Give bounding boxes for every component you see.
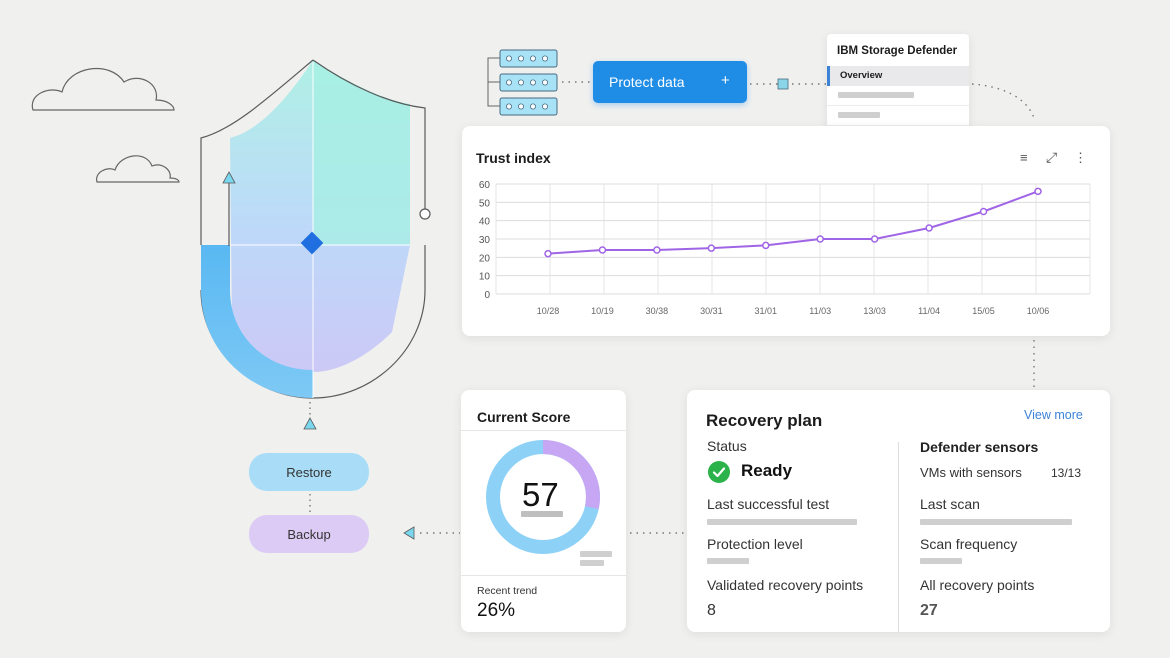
menu-item[interactable] bbox=[827, 106, 969, 126]
vms-sensors-label: VMs with sensors bbox=[920, 465, 1022, 480]
x-tick-label: 30/31 bbox=[700, 306, 723, 316]
node-square-icon bbox=[777, 78, 789, 90]
last-test-label: Last successful test bbox=[707, 496, 830, 512]
arrow-up-icon bbox=[303, 417, 317, 430]
y-tick-label: 60 bbox=[479, 180, 491, 191]
defender-sensors-title: Defender sensors bbox=[920, 439, 1039, 455]
y-tick-label: 40 bbox=[479, 217, 491, 228]
all-points-value: 27 bbox=[920, 602, 938, 619]
x-tick-label: 11/04 bbox=[918, 306, 940, 316]
y-tick-label: 20 bbox=[479, 253, 491, 264]
current-score-card: Current Score 57 Recent trend 26% bbox=[461, 390, 626, 632]
y-tick-label: 30 bbox=[479, 235, 491, 246]
x-tick-label: 11/03 bbox=[809, 306, 831, 316]
recovery-plan-title: Recovery plan bbox=[706, 411, 823, 430]
trust-index-card: Trust index ≡ ⤢ ⋮ 0 10 20 30 40 50 60 10/28 10/1… bbox=[462, 126, 1110, 336]
backup-button[interactable]: Backup bbox=[249, 515, 369, 553]
list-icon[interactable]: ≡ bbox=[1020, 150, 1028, 165]
recent-trend-value: 26% bbox=[477, 600, 516, 621]
protection-level-label: Protection level bbox=[707, 536, 803, 552]
product-title: IBM Storage Defender bbox=[837, 45, 958, 57]
data-point bbox=[707, 244, 716, 252]
status-value: Ready bbox=[741, 461, 793, 480]
x-tick-label: 15/05 bbox=[972, 306, 995, 316]
trust-index-chart: 0 10 20 30 40 50 60 10/28 10/19 30/38 30/31 31/01 11… bbox=[479, 180, 1091, 316]
x-tick-label: 30/38 bbox=[646, 306, 669, 316]
data-point bbox=[816, 235, 824, 243]
last-scan-label: Last scan bbox=[920, 496, 980, 512]
current-score-title: Current Score bbox=[477, 409, 571, 425]
arrow-up-icon bbox=[222, 171, 236, 184]
status-label: Status bbox=[707, 438, 747, 454]
cloud-icon bbox=[31, 67, 175, 111]
plus-icon: + bbox=[721, 72, 730, 89]
trust-index-title: Trust index bbox=[476, 150, 551, 166]
restore-button[interactable]: Restore bbox=[249, 453, 369, 491]
data-point bbox=[925, 224, 933, 232]
validated-points-label: Validated recovery points bbox=[707, 577, 864, 593]
more-options-icon[interactable]: ⋮ bbox=[1074, 150, 1087, 165]
donut-segment bbox=[486, 440, 600, 554]
expand-icon[interactable]: ⤢ bbox=[1046, 149, 1058, 165]
recent-trend-label: Recent trend bbox=[477, 585, 538, 597]
vms-sensors-value: 13/13 bbox=[1051, 466, 1082, 480]
x-tick-label: 13/03 bbox=[863, 306, 886, 316]
arrow-left-icon bbox=[403, 526, 415, 540]
menu-item-label: Overview bbox=[840, 70, 883, 81]
x-tick-label: 10/19 bbox=[591, 306, 614, 316]
protect-data-label: Protect data bbox=[609, 74, 685, 90]
data-point bbox=[870, 235, 879, 243]
cloud-icon bbox=[96, 155, 180, 183]
data-point bbox=[544, 249, 552, 258]
scan-frequency-label: Scan frequency bbox=[920, 536, 1018, 552]
protect-data-button[interactable]: Protect data + bbox=[593, 61, 747, 103]
menu-item-overview[interactable]: Overview bbox=[827, 66, 969, 86]
x-tick-label: 10/28 bbox=[537, 306, 560, 316]
check-circle-icon bbox=[708, 461, 730, 483]
score-value: 57 bbox=[522, 476, 559, 513]
menu-item[interactable] bbox=[827, 86, 969, 106]
data-point bbox=[1034, 187, 1042, 196]
y-tick-label: 0 bbox=[484, 290, 490, 301]
x-tick-label: 10/06 bbox=[1027, 306, 1050, 316]
y-tick-label: 50 bbox=[479, 198, 491, 209]
y-tick-label: 10 bbox=[479, 272, 491, 283]
data-point bbox=[979, 207, 988, 216]
data-point bbox=[598, 246, 607, 254]
server-rack-icon bbox=[487, 49, 558, 116]
data-point bbox=[653, 246, 661, 254]
data-point bbox=[762, 241, 770, 250]
series-line bbox=[547, 190, 1039, 255]
score-donut-chart bbox=[486, 440, 600, 554]
recovery-plan-card: Recovery plan View more Status Ready Las… bbox=[687, 390, 1110, 632]
view-more-link[interactable]: View more bbox=[1024, 408, 1083, 422]
validated-points-value: 8 bbox=[707, 602, 716, 619]
all-points-label: All recovery points bbox=[920, 577, 1035, 593]
x-tick-label: 31/01 bbox=[755, 306, 778, 316]
